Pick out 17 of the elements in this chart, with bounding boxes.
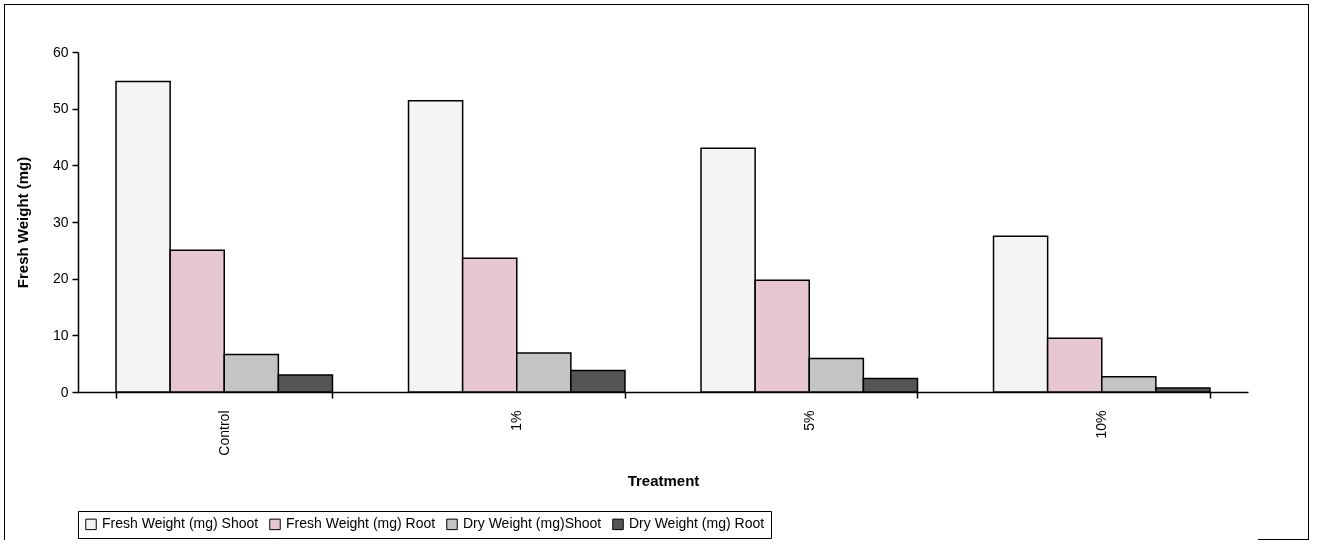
x-tick-label: 10% bbox=[1093, 410, 1110, 439]
y-tick-label: 30 bbox=[52, 213, 69, 230]
legend-label: Dry Weight (mg)Shoot bbox=[463, 515, 602, 532]
x-axis-title: Treatment bbox=[627, 471, 700, 489]
y-tick-label: 40 bbox=[52, 156, 69, 173]
y-tick-label: 50 bbox=[52, 100, 69, 117]
y-tick-label: 0 bbox=[60, 383, 69, 400]
y-tick-label: 10 bbox=[52, 326, 69, 343]
legend-label: Fresh Weight (mg) Shoot bbox=[102, 515, 259, 532]
y-tick-label: 60 bbox=[52, 43, 69, 60]
x-tick-label: Control bbox=[215, 410, 232, 456]
y-axis-title: Fresh Weight (mg) bbox=[13, 156, 31, 289]
legend-label: Dry Weight (mg) Root bbox=[629, 515, 765, 532]
x-tick-label: 5% bbox=[800, 410, 817, 431]
x-tick-label: 1% bbox=[508, 410, 525, 431]
y-tick-label: 20 bbox=[52, 270, 69, 287]
legend-label: Fresh Weight (mg) Root bbox=[286, 515, 436, 532]
